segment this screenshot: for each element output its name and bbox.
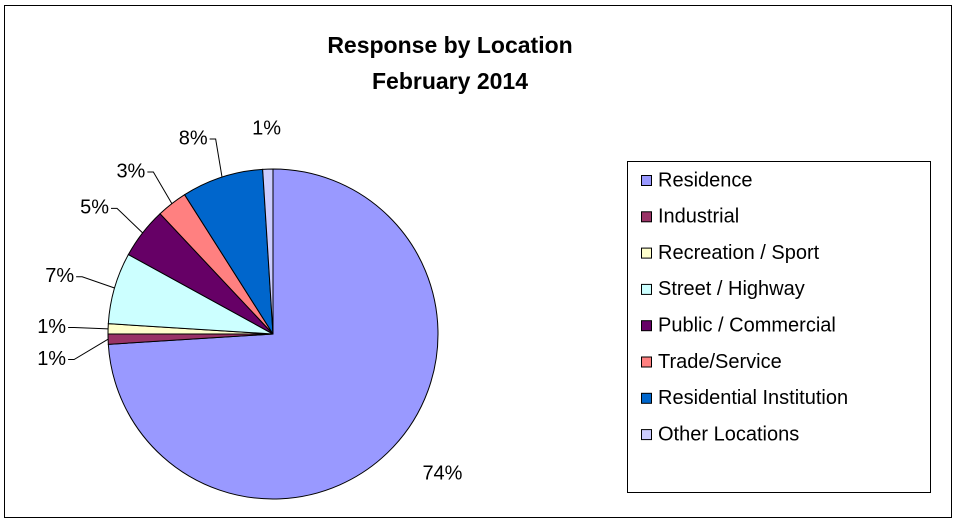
chart-title: Response by Location xyxy=(327,32,572,58)
data-label: 3% xyxy=(116,160,145,182)
data-label: 8% xyxy=(179,127,208,149)
data-label: 1% xyxy=(37,316,66,338)
legend-swatch xyxy=(641,283,652,295)
legend-label: Other Locations xyxy=(658,423,799,445)
leader-line xyxy=(209,138,223,178)
legend-swatch xyxy=(641,429,652,441)
data-label: 7% xyxy=(45,265,74,287)
legend-swatch xyxy=(641,247,652,259)
legend-label: Recreation / Sport xyxy=(658,242,820,264)
data-label: 74% xyxy=(422,463,462,485)
legend-label: Industrial xyxy=(658,206,739,228)
leader-line xyxy=(68,338,109,361)
pie-slice xyxy=(262,168,274,335)
leader-line xyxy=(111,207,143,234)
legend-swatch xyxy=(641,175,652,186)
data-label: 5% xyxy=(80,197,109,219)
legend-swatch xyxy=(641,320,652,332)
leader-line xyxy=(76,276,115,289)
legend-swatch xyxy=(641,356,652,368)
data-label: 1% xyxy=(37,348,66,370)
legend-label: Residential Institution xyxy=(658,387,848,409)
legend-box xyxy=(627,161,931,493)
leader-line xyxy=(68,327,109,330)
legend-label: Street / Highway xyxy=(658,278,805,300)
legend-swatch xyxy=(641,392,652,404)
legend-swatch xyxy=(641,211,652,223)
leader-line xyxy=(147,171,173,204)
chart-subtitle: February 2014 xyxy=(372,68,528,94)
legend-label: Public / Commercial xyxy=(658,314,836,336)
legend-label: Trade/Service xyxy=(658,351,782,373)
legend-label: Residence xyxy=(658,169,753,191)
data-label: 1% xyxy=(252,117,281,139)
